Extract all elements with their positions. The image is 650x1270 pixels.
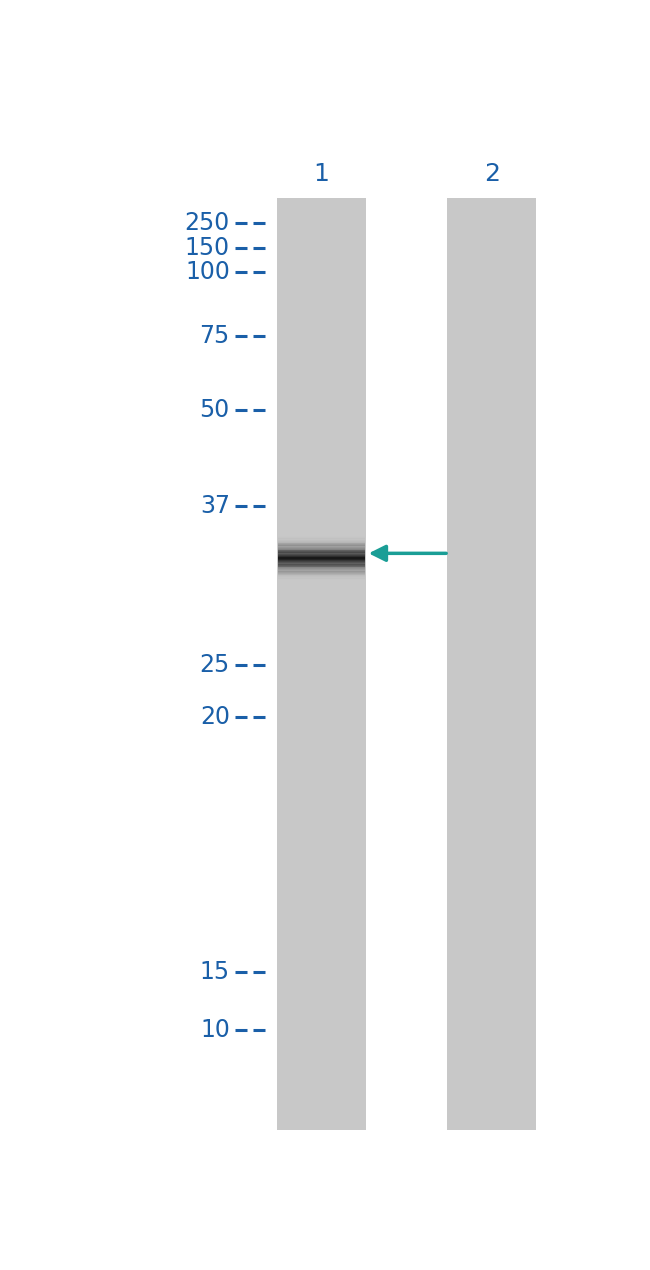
Text: 20: 20 — [200, 705, 230, 729]
Text: 75: 75 — [200, 324, 230, 348]
Text: 25: 25 — [200, 653, 230, 677]
Text: 1: 1 — [313, 161, 330, 185]
Text: 150: 150 — [185, 236, 230, 260]
Text: 100: 100 — [185, 259, 230, 283]
Bar — [277, 198, 366, 1130]
Text: 37: 37 — [200, 494, 230, 518]
Text: 10: 10 — [200, 1017, 230, 1041]
Text: 15: 15 — [200, 960, 230, 984]
Text: 50: 50 — [200, 398, 230, 422]
Text: 250: 250 — [185, 211, 230, 235]
Text: 2: 2 — [484, 161, 500, 185]
Bar — [447, 198, 536, 1130]
